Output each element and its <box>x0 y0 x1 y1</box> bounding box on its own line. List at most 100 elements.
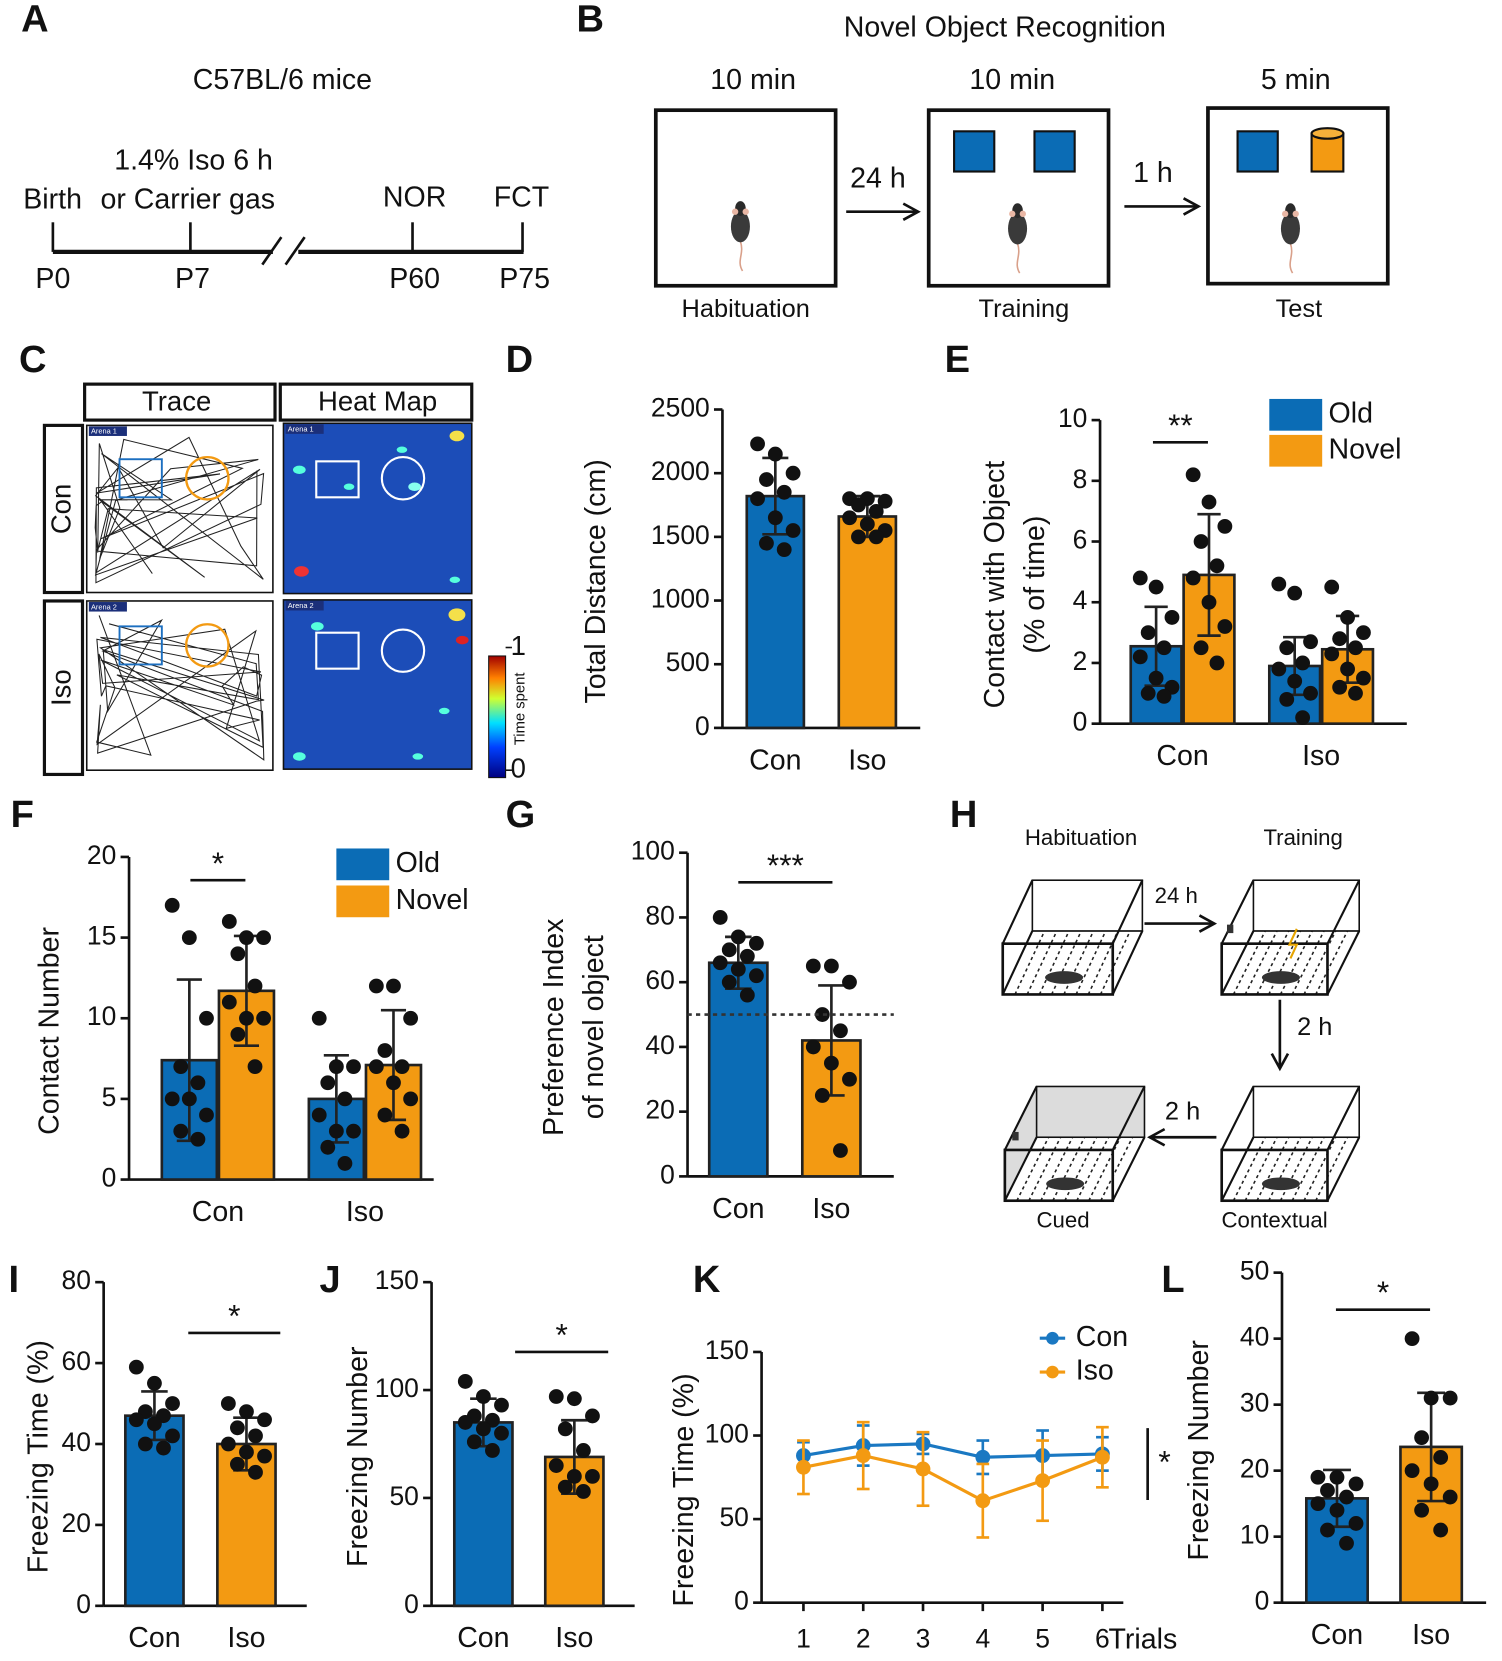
bar <box>452 1421 514 1608</box>
data-point <box>1303 634 1318 650</box>
axis-break <box>261 236 283 266</box>
significance-label: ** <box>1168 407 1193 443</box>
cube-floor-grid <box>1028 1136 1062 1202</box>
data-point <box>147 1375 162 1391</box>
y-tick-label: 2000 <box>651 456 710 486</box>
age-label: P7 <box>175 263 210 295</box>
data-point <box>1148 670 1164 686</box>
phase-label: Training <box>1263 825 1342 850</box>
cube-edge <box>1001 879 1034 945</box>
mouse-tail <box>739 241 744 272</box>
heatmap-spot <box>412 753 424 760</box>
y-tick-label: 80 <box>645 900 674 930</box>
data-point <box>164 1091 180 1107</box>
series-marker <box>975 1449 991 1465</box>
data-point <box>328 1123 344 1139</box>
cube-floor-grid <box>1100 1136 1134 1202</box>
data-point <box>842 974 857 990</box>
data-point <box>1339 1489 1354 1505</box>
trace-old-zone <box>118 625 163 666</box>
axis-break <box>284 236 306 266</box>
cube-floor-grid <box>1088 1136 1122 1202</box>
data-point <box>239 930 254 946</box>
data-point <box>199 1107 214 1123</box>
interval-label: 2 h <box>1165 1098 1200 1126</box>
significance-label: * <box>212 845 224 881</box>
heatmap-spot <box>292 752 306 761</box>
data-point <box>1287 585 1303 601</box>
y-tick-label: 50 <box>719 1502 748 1532</box>
legend-swatch <box>336 848 390 881</box>
data-point <box>1140 625 1156 640</box>
mouse-ear <box>742 208 749 215</box>
data-point <box>1209 558 1225 574</box>
cube-floor-grid <box>1279 1136 1313 1202</box>
panel-label: I <box>8 1259 19 1301</box>
heatmap-spot <box>449 576 461 583</box>
x-tick-label: Iso <box>227 1622 265 1654</box>
y-tick-label: 150 <box>705 1335 749 1365</box>
x-tick-label: Iso <box>555 1622 593 1654</box>
arena-label: Arena 2 <box>91 602 117 611</box>
interval-label: 24 h <box>850 163 906 195</box>
cube-floor-grid <box>1038 930 1070 995</box>
x-tick-label: 6 <box>1095 1624 1110 1654</box>
panel-label: F <box>11 794 34 836</box>
data-point <box>1217 619 1233 634</box>
data-point <box>859 516 875 532</box>
y-tick-label: 4 <box>1073 585 1088 615</box>
duration-label: 5 min <box>1261 64 1331 96</box>
legend-swatch <box>1269 434 1323 467</box>
data-point <box>1340 610 1355 625</box>
data-point <box>239 1404 254 1420</box>
y-tick-label: 40 <box>62 1427 91 1457</box>
data-point <box>851 529 866 545</box>
mouse-ear <box>1009 210 1016 218</box>
series-marker <box>796 1459 811 1475</box>
mouse-tail <box>1016 243 1021 274</box>
data-point <box>230 1026 246 1042</box>
cube-floor-grid <box>1052 1136 1086 1202</box>
data-point <box>256 930 271 946</box>
data-point <box>785 465 801 481</box>
data-point <box>403 1091 419 1107</box>
y-tick-label: 6 <box>1073 525 1088 555</box>
cube-edge <box>1220 1136 1255 1202</box>
arena-tag <box>285 424 324 434</box>
x-tick-label: Con <box>712 1193 764 1225</box>
x-tick-label: Con <box>749 744 801 776</box>
data-point <box>1310 1469 1326 1485</box>
mouse-ear <box>731 208 739 215</box>
arena-tag <box>88 426 127 436</box>
arrow-head <box>1270 1053 1290 1072</box>
column-label: Heat Map <box>318 385 437 416</box>
data-point <box>1340 661 1355 677</box>
cube-edge <box>1326 1086 1361 1151</box>
data-point <box>128 1412 144 1428</box>
y-tick-label: 15 <box>87 921 116 951</box>
cube-floor-grid <box>1014 930 1046 995</box>
y-tick-label: 80 <box>62 1265 91 1295</box>
heatmap-novel-zone <box>380 456 426 501</box>
panel-label: D <box>506 339 533 381</box>
arena-label: Arena 1 <box>288 425 314 434</box>
data-point <box>1356 625 1371 640</box>
y-axis-label: Freezing Number <box>342 1346 374 1567</box>
data-point <box>1404 1331 1420 1347</box>
colorbar-tick-label: 0 <box>511 752 526 783</box>
cube-floor-grid <box>1315 1136 1349 1202</box>
arena-label: Arena 1 <box>91 427 117 436</box>
cube-floor-grid <box>1256 930 1290 995</box>
data-point <box>1442 1489 1458 1505</box>
data-point <box>311 1010 327 1026</box>
row-label: Iso <box>46 669 77 706</box>
significance-label: * <box>1377 1274 1389 1310</box>
data-point <box>147 1416 162 1432</box>
y-tick-label: 100 <box>375 1373 419 1403</box>
mouse-icon <box>1280 203 1300 274</box>
heatmap-novel-zone <box>380 628 426 673</box>
data-point <box>1279 691 1295 707</box>
heatmap-spot <box>449 430 465 442</box>
x-tick-label: Iso <box>1302 740 1340 772</box>
mouse-body <box>1280 212 1300 245</box>
